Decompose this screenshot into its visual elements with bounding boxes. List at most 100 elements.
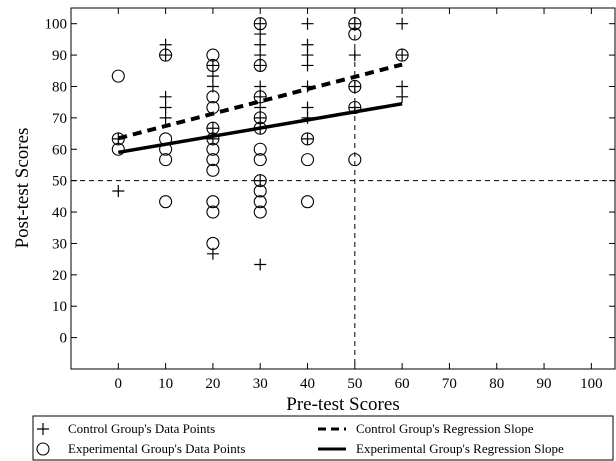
control-data-point <box>206 70 219 83</box>
control-data-point <box>301 17 314 30</box>
control-data-point <box>301 80 314 93</box>
experimental-data-point <box>206 153 220 167</box>
legend-control-points-label: Control Group's Data Points <box>68 421 215 436</box>
experimental-data-point <box>206 236 220 250</box>
experimental-data-point <box>253 153 267 167</box>
legend-experimental-points-label: Experimental Group's Data Points <box>68 441 245 456</box>
x-tick-label: 30 <box>253 376 268 392</box>
experimental-data-point <box>159 48 173 62</box>
data-markers <box>111 17 409 271</box>
control-data-point <box>254 90 267 103</box>
experimental-data-point <box>253 58 267 72</box>
experimental-data-point <box>253 195 267 209</box>
legend-experimental-regression-label: Experimental Group's Regression Slope <box>356 441 564 456</box>
control-data-point <box>396 17 409 30</box>
experimental-data-point <box>348 27 362 41</box>
control-data-point <box>301 59 314 72</box>
experimental-data-point <box>206 100 220 115</box>
experimental-data-point <box>253 17 267 31</box>
experimental-data-point <box>300 132 315 146</box>
control-data-point <box>301 111 314 124</box>
experimental-data-point <box>348 79 362 94</box>
experimental-data-point <box>159 153 173 167</box>
reference-lines <box>71 8 615 369</box>
y-tick-label: 30 <box>52 236 67 252</box>
plot-area <box>70 7 616 370</box>
experimental-data-point <box>206 58 220 72</box>
y-tick-label: 60 <box>52 142 67 158</box>
experimental-data-point <box>159 142 173 156</box>
axis-ticks: 0 10 20 30 40 50 60 70 80 90 100 0 10 20 30 40 50 60 70 80 9… <box>45 8 615 392</box>
control-data-point <box>301 101 314 114</box>
legend-control-regression-label: Control Group's Regression Slope <box>356 421 534 436</box>
experimental-data-point <box>206 195 220 209</box>
experimental-data-point <box>253 111 267 125</box>
control-data-point <box>159 90 172 103</box>
experimental-data-point <box>111 132 125 146</box>
y-tick-label: 20 <box>52 268 67 284</box>
experimental-data-point <box>300 195 315 209</box>
legend-box <box>32 415 614 461</box>
experimental-data-point <box>206 90 220 104</box>
control-data-point <box>112 185 125 198</box>
control-regression-line <box>117 62 403 141</box>
control-data-point <box>301 49 314 62</box>
control-data-point <box>254 59 267 72</box>
x-tick-label: 60 <box>395 376 410 392</box>
y-tick-label: 0 <box>60 331 68 347</box>
legend-control-points-marker <box>37 423 49 435</box>
x-tick-label: 50 <box>347 376 362 392</box>
legend: Control Group's Data Points Control Group… <box>32 415 614 461</box>
control-data-point <box>396 90 409 103</box>
control-data-point <box>301 132 314 145</box>
experimental-data-point <box>206 132 220 146</box>
x-tick-label: 90 <box>537 376 552 392</box>
x-tick-label: 40 <box>300 376 315 392</box>
y-tick-label: 100 <box>45 17 68 33</box>
experimental-data-point <box>159 195 173 209</box>
control-data-point <box>159 49 172 62</box>
experimental-data-point <box>111 69 125 83</box>
y-tick-label: 50 <box>52 174 67 190</box>
control-data-point <box>396 49 409 62</box>
y-axis-label: Post-test Scores <box>12 128 33 249</box>
x-axis-label: Pre-test Scores <box>286 394 399 415</box>
control-data-point <box>254 258 267 271</box>
y-tick-label: 40 <box>52 205 67 221</box>
y-tick-label: 90 <box>52 48 67 64</box>
experimental-data-point <box>253 142 267 156</box>
control-data-point <box>348 49 361 62</box>
experimental-data-point <box>111 142 125 156</box>
experimental-data-point <box>159 132 173 146</box>
control-data-point <box>348 101 361 114</box>
control-data-point <box>254 38 267 51</box>
experimental-data-point <box>206 142 220 156</box>
control-data-point <box>206 122 219 135</box>
experimental-data-point <box>395 48 409 62</box>
experimental-data-point <box>253 205 267 219</box>
experimental-data-point <box>253 174 267 188</box>
experimental-data-point <box>206 48 220 62</box>
x-tick-label: 80 <box>489 376 504 392</box>
experimental-data-point <box>206 121 220 135</box>
x-tick-label: 100 <box>580 376 603 392</box>
control-data-point <box>159 111 172 124</box>
control-data-point <box>254 17 267 30</box>
experimental-data-point <box>253 121 267 135</box>
control-data-point <box>348 80 361 93</box>
control-data-point <box>159 101 172 114</box>
experimental-data-point <box>253 90 267 104</box>
experimental-data-point <box>206 205 220 219</box>
experimental-data-point <box>206 163 220 177</box>
x-tick-label: 10 <box>158 376 173 392</box>
experimental-data-point <box>348 100 362 115</box>
experimental-data-point <box>348 17 362 31</box>
y-tick-label: 70 <box>52 111 67 127</box>
x-tick-label: 20 <box>205 376 220 392</box>
y-tick-label: 10 <box>52 299 67 315</box>
y-tick-label: 80 <box>52 79 67 95</box>
x-tick-label: 70 <box>442 376 457 392</box>
legend-experimental-points-marker <box>36 442 50 456</box>
